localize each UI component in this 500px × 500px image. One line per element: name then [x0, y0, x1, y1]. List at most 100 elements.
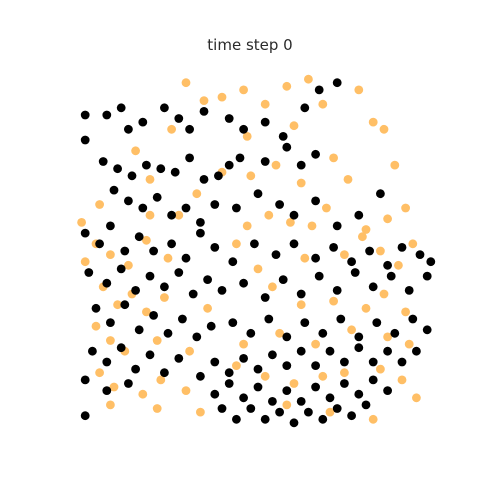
scatter-point	[300, 253, 310, 263]
scatter-point	[142, 235, 151, 245]
scatter-point	[329, 153, 338, 163]
scatter-point	[80, 257, 90, 267]
scatter-point	[264, 210, 274, 220]
scatter-point	[232, 414, 241, 424]
scatter-point	[127, 171, 137, 181]
scatter-point	[311, 339, 320, 349]
scatter-point	[116, 264, 126, 274]
scatter-point	[275, 200, 284, 209]
scatter-point	[401, 307, 410, 317]
scatter-point	[260, 293, 270, 302]
scatter-point	[217, 92, 227, 102]
scatter-point	[368, 117, 378, 127]
scatter-point	[271, 160, 281, 170]
scatter-point	[415, 250, 425, 259]
scatter-point	[246, 328, 256, 338]
scatter-point	[149, 246, 159, 256]
scatter-point	[199, 175, 209, 184]
scatter-point	[210, 357, 220, 367]
scatter-point	[160, 293, 169, 302]
scatter-point	[181, 253, 191, 263]
scatter-point	[296, 289, 306, 299]
scatter-point	[91, 321, 101, 331]
scatter-point	[131, 364, 141, 374]
scatter-point	[354, 210, 364, 220]
scatter-point	[422, 271, 432, 281]
scatter-point	[80, 228, 90, 238]
scatter-point	[95, 368, 104, 378]
scatter-point	[314, 271, 324, 281]
scatter-point	[282, 400, 292, 410]
scatter-point	[329, 296, 338, 306]
scatter-point	[383, 386, 392, 395]
scatter-point	[386, 271, 396, 281]
scatter-point	[149, 311, 159, 320]
scatter-point	[123, 379, 133, 388]
scatter-point	[332, 404, 342, 413]
scatter-point	[242, 132, 252, 141]
scatter-point	[394, 260, 403, 270]
scatter-point	[268, 397, 277, 406]
chart-title: time step 0	[207, 36, 293, 54]
scatter-series	[77, 74, 421, 424]
scatter-point	[199, 107, 209, 116]
scatter-point	[142, 160, 151, 170]
scatter-point	[365, 246, 374, 256]
scatter-point	[300, 103, 310, 113]
scatter-point	[358, 232, 367, 242]
scatter-point	[152, 404, 162, 413]
scatter-point	[106, 221, 115, 231]
scatter-point	[282, 386, 292, 395]
scatter-point	[329, 243, 338, 252]
scatter-point	[228, 318, 238, 327]
scatter-point	[350, 268, 360, 277]
scatter-point	[145, 175, 155, 184]
scatter-point	[235, 153, 245, 163]
scatter-point	[383, 214, 392, 224]
scatter-point	[408, 314, 418, 324]
scatter-point	[242, 221, 252, 231]
scatter-point	[289, 121, 299, 131]
scatter-point	[174, 268, 184, 277]
scatter-point	[250, 239, 259, 249]
scatter-point	[88, 346, 97, 356]
scatter-point	[325, 393, 335, 403]
scatter-point	[253, 382, 263, 392]
scatter-point	[174, 114, 184, 123]
scatter-point	[390, 328, 400, 338]
scatter-point	[397, 375, 407, 385]
scatter-point	[322, 203, 331, 213]
scatter-point	[170, 167, 180, 177]
scatter-point	[383, 260, 392, 270]
scatter-point	[156, 164, 166, 174]
scatter-point	[113, 300, 122, 310]
scatter-point	[239, 354, 249, 363]
scatter-point	[368, 375, 378, 385]
scatter-point	[304, 74, 313, 84]
scatter-point	[368, 414, 378, 424]
scatter-point	[246, 404, 256, 413]
scatter-point	[376, 189, 385, 199]
scatter-point	[163, 253, 173, 263]
scatter-point	[116, 343, 126, 353]
scatter-point	[203, 303, 213, 313]
scatter-point	[354, 85, 364, 95]
scatter-point	[80, 411, 90, 421]
scatter-point	[217, 404, 227, 413]
scatter-point	[152, 192, 162, 202]
scatter-point	[300, 318, 310, 327]
scatter-point	[253, 189, 263, 199]
scatter-point	[138, 203, 148, 213]
scatter-point	[174, 210, 184, 220]
scatter-point	[116, 103, 126, 113]
scatter-point	[253, 364, 263, 374]
scatter-point	[160, 103, 169, 113]
scatter-point	[311, 361, 320, 370]
scatter-point	[275, 407, 284, 417]
scatter-point	[397, 243, 407, 252]
scatter-point	[318, 414, 328, 424]
scatter-point	[113, 164, 122, 174]
scatter-point	[239, 85, 249, 95]
